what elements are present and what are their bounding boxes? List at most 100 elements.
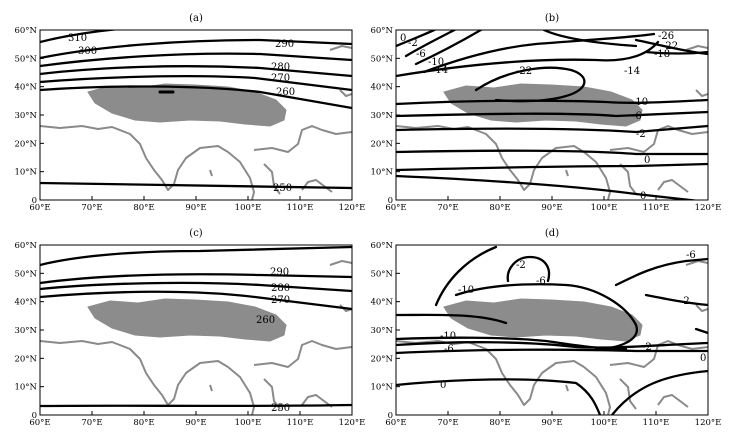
y-tick-label: 10°N: [370, 168, 393, 178]
contour-label: 0: [644, 155, 650, 166]
y-tick-label: 50°N: [370, 269, 393, 279]
panel-axes: 60°E 70°E 80°E 90°E 100°E 110°E 120°E 0 10°N 20°N…: [370, 26, 721, 213]
x-tick-label: 80°E: [133, 418, 154, 428]
x-tick-label: 90°E: [541, 418, 562, 428]
y-tick-label: 50°N: [370, 54, 393, 64]
panel-axes: 60°E 70°E 80°E 90°E 100°E 110°E 120°E 0 10°N 20°N…: [14, 241, 365, 428]
y-tick-label: 10°N: [14, 383, 37, 393]
y-tick-label: 60°N: [14, 241, 37, 251]
x-tick-label: 60°E: [29, 418, 50, 428]
axes: 60°E 70°E 80°E 90°E 100°E 110°E 120°E 0 10°N 20°N…: [14, 26, 721, 428]
x-tick-label: 90°E: [541, 203, 562, 213]
y-tick-label: 30°N: [14, 326, 37, 336]
contour-label: -2: [680, 296, 690, 307]
x-tick-label: 60°E: [385, 418, 406, 428]
y-tick-label: 0: [32, 411, 37, 421]
x-tick-label: 80°E: [133, 203, 154, 213]
x-tick-label: 100°E: [591, 203, 618, 213]
x-tick-label: 100°E: [235, 418, 262, 428]
y-tick-label: 20°N: [14, 354, 37, 364]
contour-label: 250: [271, 403, 290, 414]
y-tick-label: 0: [388, 411, 393, 421]
panel-b-label: (b): [545, 13, 559, 24]
x-tick-label: 110°E: [287, 203, 314, 213]
contour-label: -6: [416, 49, 426, 60]
x-tick-label: 100°E: [235, 203, 262, 213]
contour-label: 0: [400, 33, 406, 44]
y-tick-label: 40°N: [14, 83, 37, 93]
panel-d: (d) -2 -6 -10 -6 -2 -10 -6 -2 0 0: [395, 228, 709, 416]
y-tick-label: 0: [388, 196, 393, 206]
contour-label: -6: [536, 276, 546, 287]
panel-a: (a) 310 300 290 280 270 260 250: [39, 13, 353, 201]
x-tick-label: 70°E: [81, 418, 102, 428]
x-tick-label: 90°E: [185, 418, 206, 428]
contour-label: -14: [624, 66, 640, 77]
contour-label: 290: [270, 267, 289, 278]
panel-axes: 60°E 70°E 80°E 90°E 100°E 110°E 120°E 0 10°N 20°N…: [14, 26, 365, 213]
y-tick-label: 10°N: [14, 168, 37, 178]
contour-label: -26: [658, 31, 674, 42]
contour-label: -10: [440, 331, 456, 342]
x-tick-label: 110°E: [643, 418, 670, 428]
y-tick-label: 20°N: [14, 139, 37, 149]
x-tick-label: 110°E: [287, 418, 314, 428]
contour-label: 0: [640, 191, 646, 202]
y-tick-label: 50°N: [14, 54, 37, 64]
x-tick-label: 120°E: [339, 418, 366, 428]
x-tick-label: 120°E: [339, 203, 366, 213]
x-tick-label: 120°E: [695, 418, 722, 428]
panel-b: (b) 0 -2 -6 -10 -14 -26 -22 -18 -22: [395, 13, 709, 202]
contour-label: -2: [516, 260, 526, 271]
panel-c: (c) 290 280 270 260 250: [39, 228, 353, 416]
contour-label: -2: [636, 129, 646, 140]
y-tick-label: 10°N: [370, 383, 393, 393]
x-tick-label: 70°E: [437, 203, 458, 213]
contour-label: 310: [68, 33, 87, 44]
y-tick-label: 60°N: [370, 26, 393, 36]
x-tick-label: 60°E: [385, 203, 406, 213]
contour-label: 260: [256, 315, 275, 326]
contour-label: -18: [654, 49, 670, 60]
contour-label: -10: [428, 57, 444, 68]
contour-label: -6: [444, 344, 454, 355]
contour-label: -2: [642, 342, 652, 353]
x-tick-label: 60°E: [29, 203, 50, 213]
x-tick-label: 70°E: [437, 418, 458, 428]
contour-label: 260: [276, 87, 295, 98]
contour-label: -6: [632, 111, 642, 122]
x-tick-label: 100°E: [591, 418, 618, 428]
x-tick-label: 90°E: [185, 203, 206, 213]
y-tick-label: 20°N: [370, 139, 393, 149]
contour-label: 270: [271, 73, 290, 84]
contour-label: 280: [271, 62, 290, 73]
contour-label: -10: [632, 97, 648, 108]
y-tick-label: 30°N: [14, 111, 37, 121]
contour-label: 0: [440, 380, 446, 391]
panel-c-label: (c): [189, 228, 203, 239]
contour-label: 290: [275, 39, 294, 50]
y-tick-label: 40°N: [370, 83, 393, 93]
y-tick-label: 60°N: [370, 241, 393, 251]
x-tick-label: 110°E: [643, 203, 670, 213]
contour-label: 300: [78, 46, 97, 57]
contour-label: -6: [686, 250, 696, 261]
contour-label: 0: [700, 353, 706, 364]
contour-label: 270: [271, 295, 290, 306]
contour-label: -2: [408, 38, 418, 49]
panel-axes: 60°E 70°E 80°E 90°E 100°E 110°E 120°E 0 10°N 20°N…: [370, 241, 721, 428]
y-tick-label: 30°N: [370, 111, 393, 121]
y-tick-label: 40°N: [14, 298, 37, 308]
y-tick-label: 30°N: [370, 326, 393, 336]
contour-label: 250: [273, 183, 292, 194]
contour-label: -22: [516, 66, 532, 77]
contour-label: -14: [432, 65, 448, 76]
x-tick-label: 80°E: [489, 418, 510, 428]
x-tick-label: 70°E: [81, 203, 102, 213]
contour-label: -22: [662, 41, 678, 52]
panel-a-label: (a): [189, 13, 203, 24]
y-tick-label: 60°N: [14, 26, 37, 36]
y-tick-label: 0: [32, 196, 37, 206]
y-tick-label: 20°N: [370, 354, 393, 364]
